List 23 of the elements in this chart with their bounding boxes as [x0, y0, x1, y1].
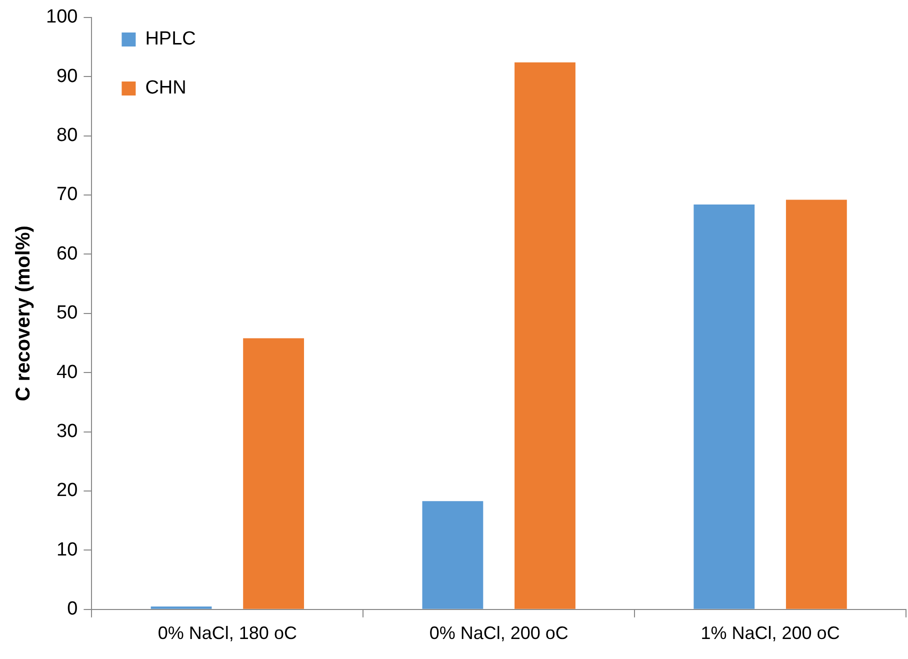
bar [786, 200, 847, 609]
x-tick-label: 1% NaCl, 200 oC [700, 623, 840, 644]
y-tick-label: 20 [56, 480, 78, 502]
x-tick-label: 0% NaCl, 200 oC [429, 623, 568, 644]
bar [694, 204, 755, 609]
y-axis-title: C recovery (mol%) [12, 226, 35, 402]
bar [243, 338, 304, 609]
y-tick-label: 50 [56, 302, 78, 324]
y-tick-label: 90 [56, 66, 78, 87]
bar [150, 606, 212, 609]
bar [422, 501, 484, 609]
y-tick-label: 30 [56, 421, 78, 442]
y-tick-label: 10 [56, 539, 78, 560]
y-tick-label: 80 [56, 125, 78, 146]
y-tick-label: 40 [56, 362, 78, 383]
y-tick-label: 100 [46, 6, 78, 28]
y-tick-label: 0 [67, 598, 78, 620]
legend-label: HPLC [145, 28, 196, 50]
bar [514, 62, 576, 609]
y-tick-label: 70 [56, 184, 78, 206]
legend-label: CHN [145, 78, 186, 99]
y-tick-label: 60 [56, 243, 78, 264]
x-tick-label: 0% NaCl, 180 oC [158, 623, 297, 644]
